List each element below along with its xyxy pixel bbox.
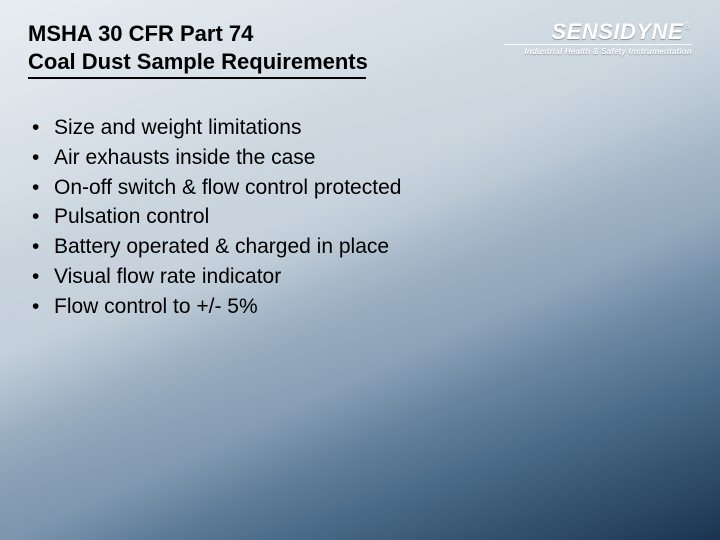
slide-header: MSHA 30 CFR Part 74 Coal Dust Sample Req…	[28, 20, 692, 79]
logo-divider	[504, 44, 692, 45]
brand-logo: SENSIDYNE® Industrial Health & Safety In…	[504, 20, 692, 56]
bullet-icon: •	[30, 143, 54, 173]
list-item: • Flow control to +/- 5%	[30, 292, 692, 322]
list-item: • Pulsation control	[30, 202, 692, 232]
bullet-icon: •	[30, 262, 54, 292]
bullet-text: Air exhausts inside the case	[54, 143, 692, 173]
title-line-1: MSHA 30 CFR Part 74	[28, 20, 504, 48]
bullet-text: Battery operated & charged in place	[54, 232, 692, 262]
title-block: MSHA 30 CFR Part 74 Coal Dust Sample Req…	[28, 20, 504, 79]
title-underline	[28, 77, 366, 79]
bullet-icon: •	[30, 292, 54, 322]
bullet-text: On-off switch & flow control protected	[54, 173, 692, 203]
list-item: • Visual flow rate indicator	[30, 262, 692, 292]
bullet-icon: •	[30, 232, 54, 262]
bullet-text: Pulsation control	[54, 202, 692, 232]
list-item: • On-off switch & flow control protected	[30, 173, 692, 203]
bullet-list: • Size and weight limitations • Air exha…	[30, 113, 692, 322]
bullet-icon: •	[30, 202, 54, 232]
bullet-text: Size and weight limitations	[54, 113, 692, 143]
list-item: • Size and weight limitations	[30, 113, 692, 143]
list-item: • Battery operated & charged in place	[30, 232, 692, 262]
title-line-2: Coal Dust Sample Requirements	[28, 48, 504, 76]
bullet-icon: •	[30, 173, 54, 203]
list-item: • Air exhausts inside the case	[30, 143, 692, 173]
slide: MSHA 30 CFR Part 74 Coal Dust Sample Req…	[0, 0, 720, 540]
logo-tagline: Industrial Health & Safety Instrumentati…	[504, 47, 692, 56]
bullet-text: Visual flow rate indicator	[54, 262, 692, 292]
slide-body: • Size and weight limitations • Air exha…	[28, 113, 692, 322]
logo-wordmark: SENSIDYNE®	[504, 22, 692, 42]
logo-brand-text: SENSIDYNE	[551, 19, 683, 44]
bullet-icon: •	[30, 113, 54, 143]
registered-icon: ®	[684, 21, 692, 32]
bullet-text: Flow control to +/- 5%	[54, 292, 692, 322]
